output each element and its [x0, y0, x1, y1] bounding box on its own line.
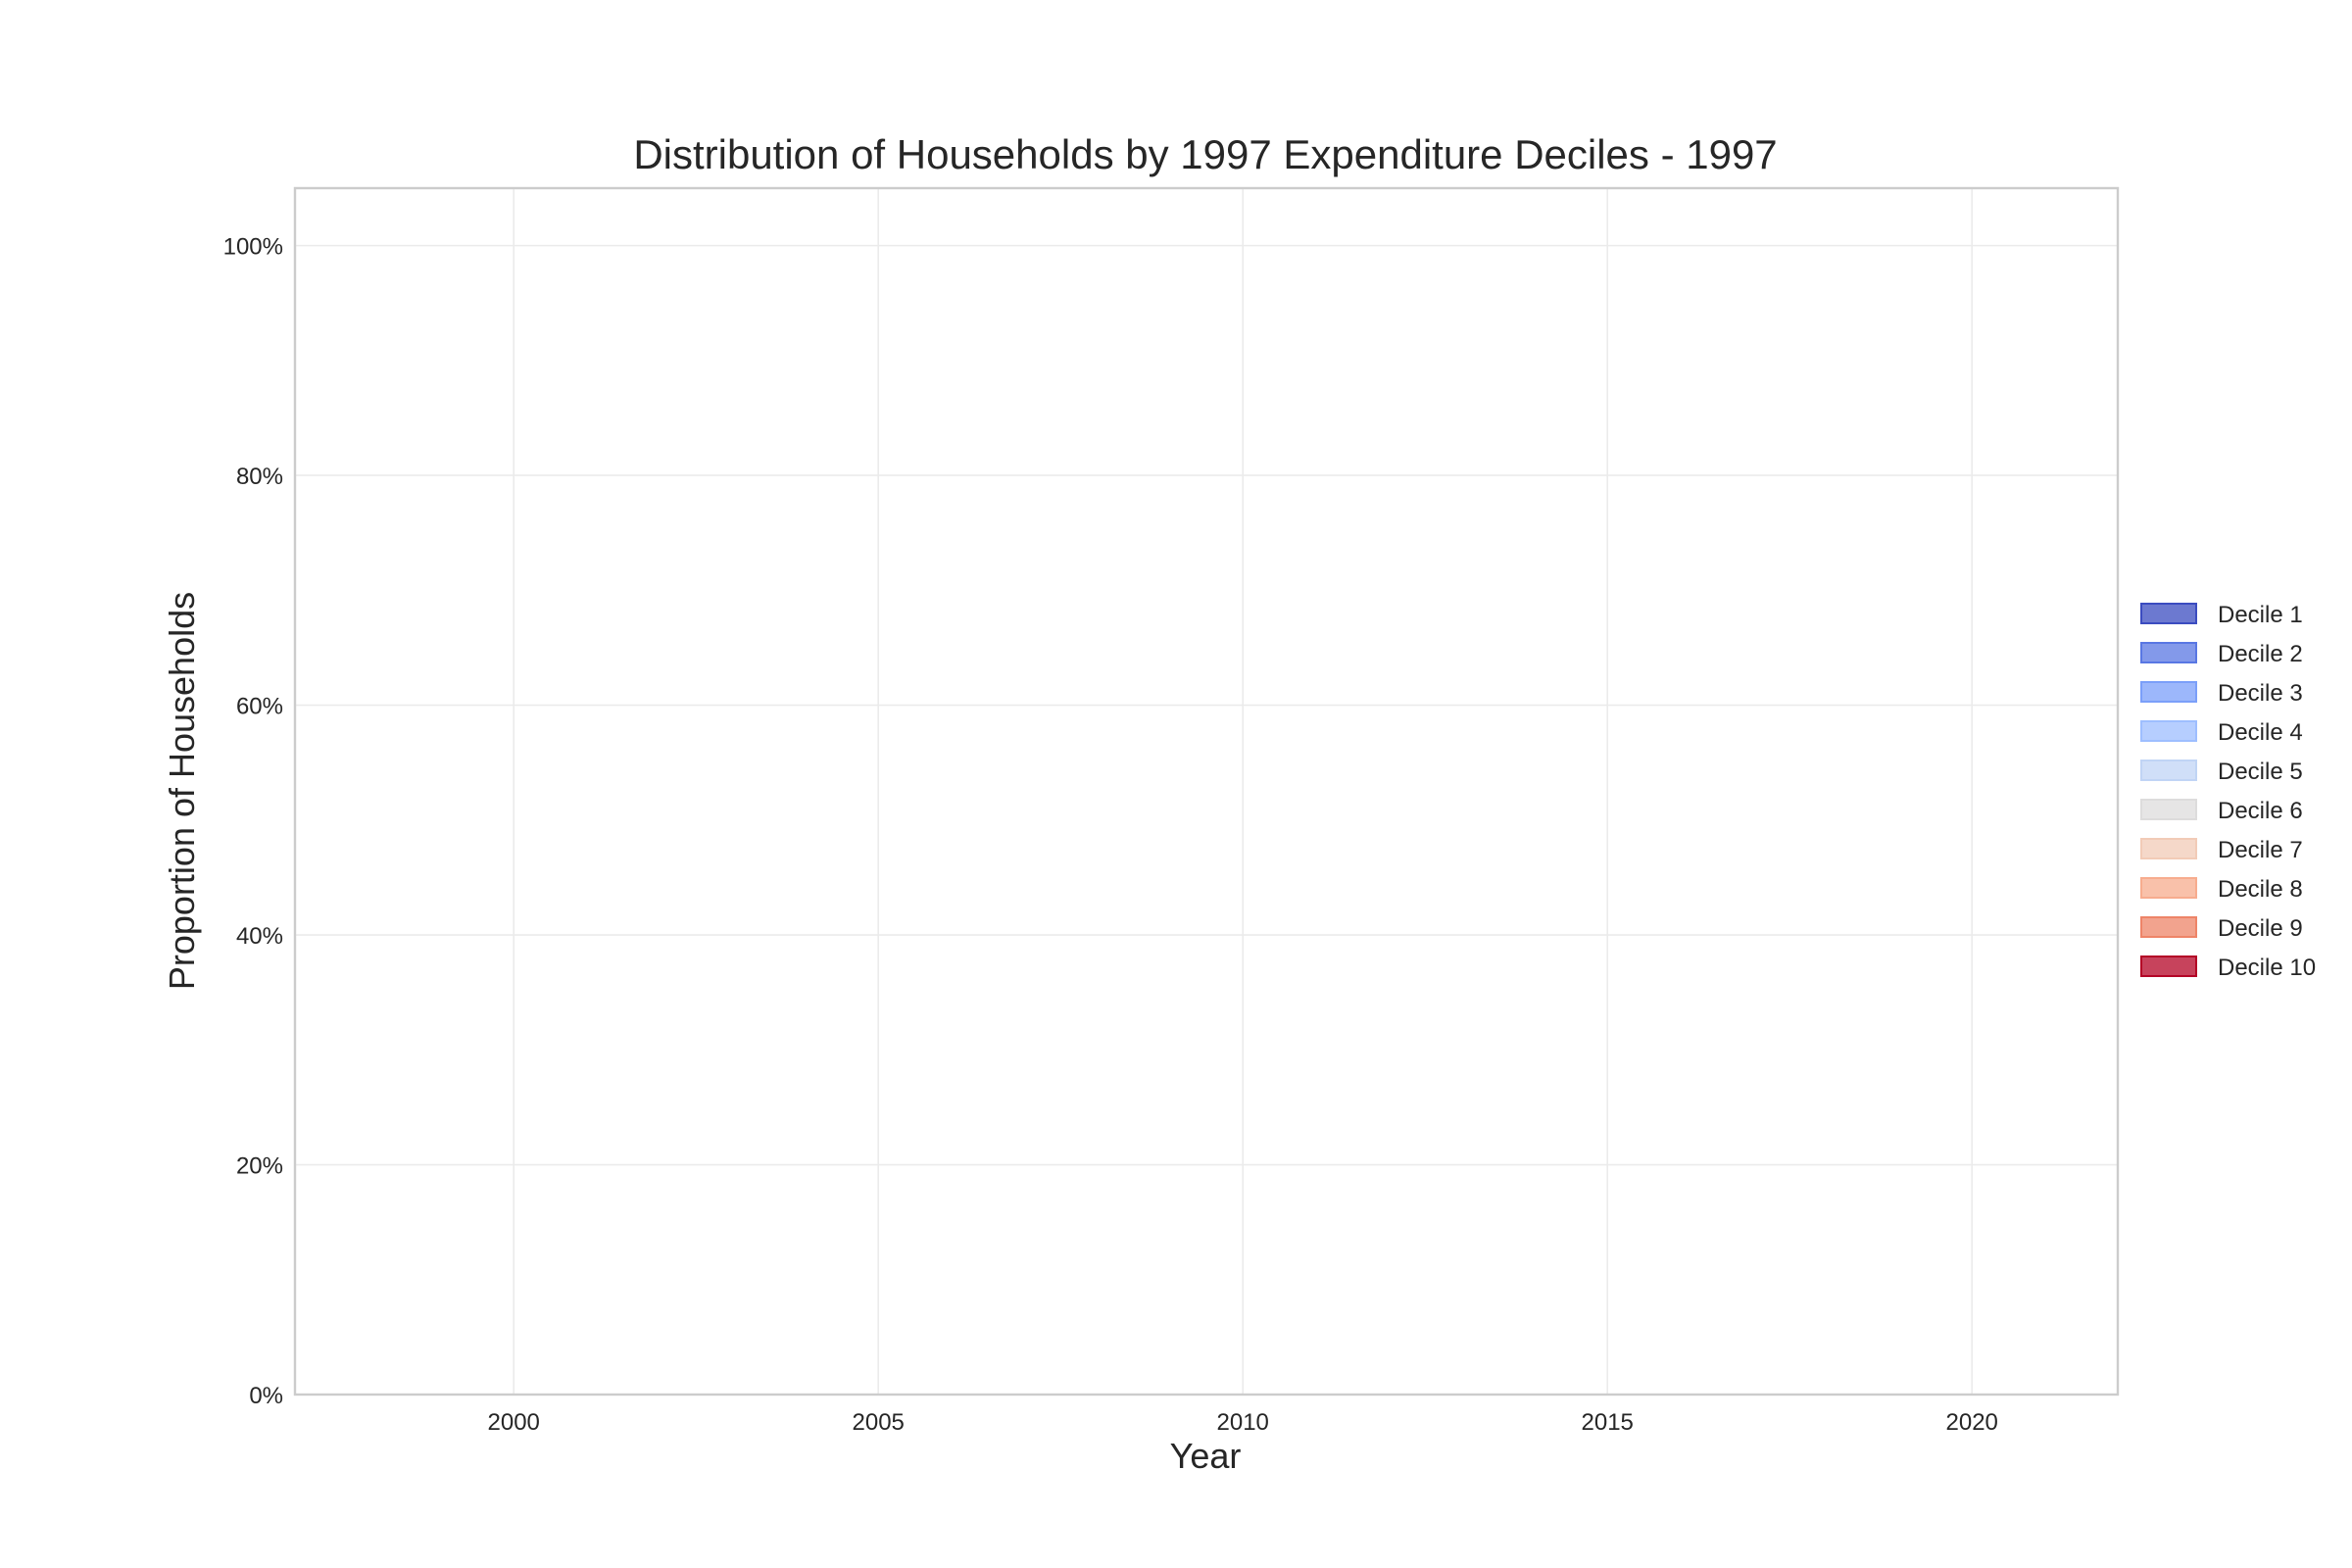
y-tick-label: 100%: [223, 234, 283, 261]
legend-swatch: [2141, 956, 2196, 976]
legend-label: Decile 6: [2218, 798, 2303, 824]
y-axis-label: Proportion of Households: [162, 592, 202, 990]
legend-label: Decile 4: [2218, 719, 2303, 746]
legend-label: Decile 1: [2218, 602, 2303, 628]
legend-swatch: [2141, 800, 2196, 819]
legend-swatch: [2141, 878, 2196, 898]
plot-area: [295, 188, 2118, 1395]
x-tick-label: 2015: [1582, 1409, 1634, 1436]
legend-label: Decile 10: [2218, 955, 2316, 981]
legend-swatch: [2141, 682, 2196, 702]
legend-swatch: [2141, 604, 2196, 623]
y-tick-label: 80%: [236, 464, 283, 490]
legend-label: Decile 5: [2218, 759, 2303, 785]
y-tick-label: 40%: [236, 923, 283, 950]
legend-label: Decile 3: [2218, 680, 2303, 707]
legend-label: Decile 8: [2218, 876, 2303, 903]
x-tick-label: 2005: [853, 1409, 905, 1436]
legend-swatch: [2141, 760, 2196, 780]
chart-title: Distribution of Households by 1997 Expen…: [633, 131, 1777, 177]
legend-swatch: [2141, 839, 2196, 858]
y-tick-label: 20%: [236, 1153, 283, 1180]
legend-swatch: [2141, 643, 2196, 662]
legend-swatch: [2141, 721, 2196, 741]
x-axis-label: Year: [1170, 1436, 1242, 1476]
legend-label: Decile 2: [2218, 641, 2303, 667]
legend-label: Decile 7: [2218, 837, 2303, 863]
x-tick-label: 2000: [488, 1409, 540, 1436]
legend-swatch: [2141, 917, 2196, 937]
x-tick-label: 2010: [1217, 1409, 1269, 1436]
plot-background: [295, 188, 2118, 1395]
legend-label: Decile 9: [2218, 915, 2303, 942]
y-tick-label: 60%: [236, 694, 283, 720]
x-tick-label: 2020: [1946, 1409, 1998, 1436]
y-tick-label: 0%: [249, 1383, 283, 1409]
